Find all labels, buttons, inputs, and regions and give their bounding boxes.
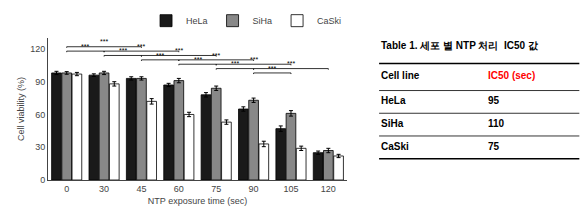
svg-text:75: 75 [211,184,221,194]
svg-text:110: 110 [488,118,505,129]
svg-text:***: *** [250,56,258,63]
svg-text:95: 95 [488,95,500,106]
svg-text:CaSki: CaSki [381,141,409,152]
svg-text:***: *** [119,47,127,54]
svg-text:Cell viability (%): Cell viability (%) [16,77,26,141]
svg-text:CaSki: CaSki [317,16,341,26]
svg-text:Table 1. 세포 별 NTP 처리 IC50 값: Table 1. 세포 별 NTP 처리 IC50 값 [381,40,539,51]
svg-text:NTP exposure time (sec): NTP exposure time (sec) [148,196,247,206]
svg-text:HeLa: HeLa [381,95,406,106]
svg-text:***: *** [287,60,295,67]
svg-text:60: 60 [35,110,45,120]
svg-text:***: *** [175,47,183,54]
svg-text:105: 105 [283,184,298,194]
svg-text:IC50 (sec): IC50 (sec) [488,70,535,81]
svg-text:90: 90 [249,184,259,194]
svg-text:SiHa: SiHa [253,16,273,26]
svg-text:***: *** [137,43,145,50]
svg-text:***: *** [156,52,164,59]
svg-text:120: 120 [321,184,336,194]
svg-text:***: *** [212,52,220,59]
svg-text:***: *** [81,43,89,50]
svg-text:30: 30 [99,184,109,194]
svg-text:HeLa: HeLa [186,16,208,26]
svg-text:120: 120 [30,44,45,54]
svg-text:Cell line: Cell line [381,70,420,81]
svg-text:***: *** [231,60,239,67]
svg-text:***: *** [194,56,202,63]
svg-text:***: *** [268,65,276,72]
svg-text:90: 90 [35,77,45,87]
svg-text:45: 45 [136,184,146,194]
svg-text:0: 0 [64,184,69,194]
svg-text:***: *** [100,38,108,45]
svg-text:0: 0 [40,175,45,185]
svg-text:SiHa: SiHa [381,118,404,129]
svg-text:30: 30 [35,142,45,152]
svg-text:75: 75 [488,141,500,152]
svg-text:60: 60 [174,184,184,194]
